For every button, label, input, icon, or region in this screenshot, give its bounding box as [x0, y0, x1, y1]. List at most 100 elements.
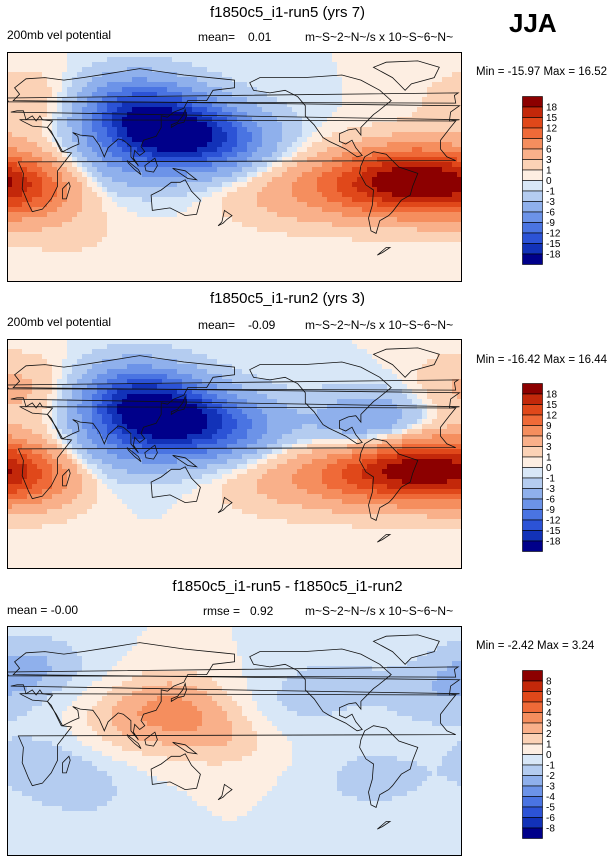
field-cell — [217, 142, 223, 148]
field-cell — [382, 107, 388, 113]
field-cell — [52, 197, 58, 203]
field-cell — [237, 267, 243, 273]
field-cell — [252, 212, 258, 218]
field-cell — [372, 354, 378, 360]
field-cell — [157, 369, 163, 375]
field-cell — [72, 77, 78, 83]
field-cell — [17, 57, 23, 63]
field-cell — [127, 374, 133, 380]
field-cell — [62, 217, 68, 223]
field-cell — [72, 57, 78, 63]
field-cell — [57, 182, 63, 188]
field-cell — [17, 92, 23, 98]
field-cell — [257, 339, 263, 345]
field-cell — [432, 217, 438, 223]
field-cell — [42, 262, 48, 268]
field-cell — [162, 192, 168, 198]
field-cell — [27, 132, 33, 138]
field-cell — [342, 262, 348, 268]
field-cell — [282, 374, 288, 380]
field-cell — [217, 132, 223, 138]
field-cell — [207, 262, 213, 268]
field-cell — [302, 257, 308, 263]
field-cell — [177, 52, 183, 58]
field-cell — [352, 247, 358, 253]
field-cell — [272, 267, 278, 273]
field-cell — [292, 162, 298, 168]
field-cell — [437, 152, 443, 158]
field-cell — [97, 257, 103, 263]
field-cell — [347, 242, 353, 248]
field-cell — [417, 252, 423, 258]
field-cell — [372, 349, 378, 355]
field-cell — [212, 142, 218, 148]
field-cell — [412, 147, 418, 153]
field-cell — [37, 172, 43, 178]
field-cell — [392, 157, 398, 163]
field-cell — [237, 374, 243, 380]
field-cell — [127, 267, 133, 273]
field-cell — [287, 277, 293, 282]
field-cell — [122, 237, 128, 243]
field-cell — [332, 252, 338, 258]
field-cell — [457, 172, 462, 178]
field-cell — [167, 62, 173, 68]
field-cell — [287, 117, 293, 123]
field-cell — [372, 177, 378, 183]
field-cell — [342, 127, 348, 133]
field-cell — [332, 262, 338, 268]
field-cell — [347, 162, 353, 168]
field-cell — [27, 127, 33, 133]
field-cell — [32, 102, 38, 108]
field-cell — [122, 242, 128, 248]
field-cell — [12, 177, 18, 183]
field-cell — [412, 247, 418, 253]
field-cell — [242, 152, 248, 158]
field-cell — [302, 267, 308, 273]
field-cell — [437, 232, 443, 238]
field-cell — [122, 122, 128, 128]
field-cell — [172, 262, 178, 268]
field-cell — [342, 364, 348, 370]
field-cell — [42, 167, 48, 173]
field-cell — [397, 247, 403, 253]
field-cell — [407, 167, 413, 173]
field-cell — [367, 87, 373, 93]
field-cell — [32, 272, 38, 278]
field-cell — [452, 197, 458, 203]
field-cell — [7, 82, 13, 88]
field-cell — [52, 77, 58, 83]
field-cell — [267, 277, 273, 282]
field-cell — [47, 77, 53, 83]
field-cell — [292, 137, 298, 143]
field-cell — [427, 127, 433, 133]
colorbar-box — [522, 106, 543, 118]
field-cell — [252, 92, 258, 98]
field-cell — [342, 359, 348, 365]
field-cell — [197, 87, 203, 93]
field-cell — [232, 182, 238, 188]
field-cell — [382, 172, 388, 178]
field-cell — [452, 344, 458, 350]
field-cell — [412, 162, 418, 168]
field-cell — [277, 354, 283, 360]
field-cell — [7, 257, 13, 263]
field-cell — [107, 167, 113, 173]
field-cell — [292, 187, 298, 193]
field-cell — [327, 132, 333, 138]
field-cell — [177, 77, 183, 83]
field-cell — [67, 107, 73, 113]
field-cell — [207, 112, 213, 118]
field-cell — [162, 359, 168, 365]
field-cell — [212, 137, 218, 143]
field-cell — [92, 369, 98, 375]
field-cell — [362, 137, 368, 143]
field-cell — [187, 122, 193, 128]
field-cell — [87, 349, 93, 355]
field-cell — [407, 122, 413, 128]
field-cell — [7, 354, 13, 360]
field-cell — [437, 364, 443, 370]
field-cell — [27, 369, 33, 375]
field-cell — [182, 369, 188, 375]
field-cell — [32, 247, 38, 253]
